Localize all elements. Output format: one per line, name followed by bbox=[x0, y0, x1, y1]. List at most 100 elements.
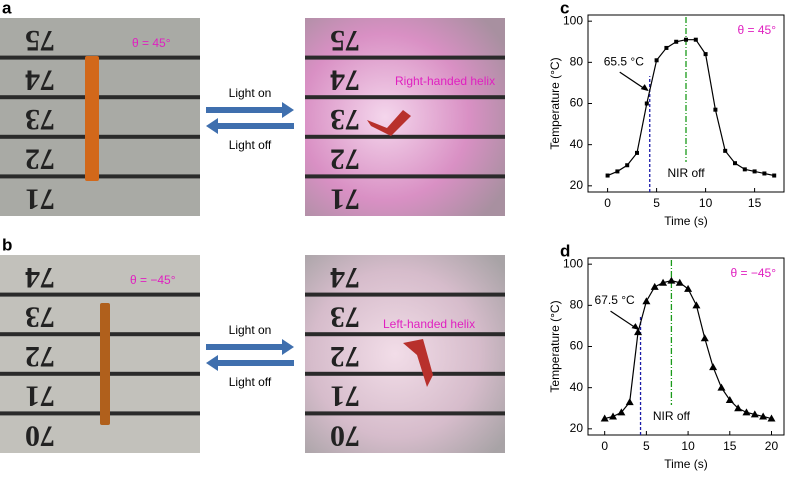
point bbox=[654, 58, 659, 63]
ruler-number: 73 bbox=[25, 301, 55, 334]
y-tick-label: 40 bbox=[570, 137, 584, 151]
point bbox=[734, 404, 743, 412]
photo bbox=[0, 18, 200, 216]
arrow-right bbox=[206, 339, 294, 355]
point bbox=[713, 107, 718, 112]
arrow-right bbox=[206, 102, 294, 118]
point bbox=[605, 173, 610, 178]
point bbox=[675, 278, 684, 286]
point bbox=[600, 414, 609, 422]
point bbox=[650, 282, 659, 290]
film-strip bbox=[100, 303, 110, 425]
ruler-number: 74 bbox=[330, 261, 360, 294]
ruler-line bbox=[0, 292, 200, 297]
condition: θ = −45° bbox=[730, 266, 776, 280]
x-tick-label: 15 bbox=[723, 439, 737, 453]
x-tick-label: 0 bbox=[604, 196, 611, 210]
ruler-line bbox=[305, 332, 505, 337]
y-tick-label: 100 bbox=[563, 13, 583, 27]
panel-label: b bbox=[2, 235, 12, 254]
x-tick-label: 5 bbox=[643, 439, 650, 453]
point bbox=[693, 37, 698, 42]
ruler-line bbox=[305, 134, 505, 139]
point bbox=[742, 167, 747, 172]
ruler-number: 74 bbox=[25, 64, 55, 97]
y-axis-label: Temperature (°C) bbox=[548, 300, 562, 392]
y-tick-label: 80 bbox=[570, 298, 584, 312]
point bbox=[625, 163, 630, 168]
point bbox=[644, 101, 649, 106]
point bbox=[625, 398, 634, 406]
ruler-line bbox=[0, 55, 200, 60]
callout-arrow bbox=[619, 71, 648, 91]
point bbox=[659, 278, 668, 286]
nir-off-label: NIR off bbox=[667, 166, 705, 180]
ruler-line bbox=[305, 95, 505, 100]
point bbox=[703, 52, 708, 57]
x-tick-label: 10 bbox=[699, 196, 713, 210]
theta: θ = −45° bbox=[130, 273, 176, 287]
helix bbox=[403, 339, 433, 387]
point bbox=[615, 169, 620, 174]
arrow-left bbox=[206, 355, 294, 371]
ruler-line bbox=[0, 174, 200, 179]
point bbox=[700, 334, 709, 342]
ruler-number: 74 bbox=[330, 64, 360, 97]
x-tick-label: 10 bbox=[681, 439, 695, 453]
point bbox=[762, 171, 767, 176]
ruler-line bbox=[305, 174, 505, 179]
ruler-number: 70 bbox=[330, 419, 360, 452]
ruler-number: 75 bbox=[330, 24, 360, 57]
point bbox=[723, 148, 728, 153]
ruler-number: 72 bbox=[330, 143, 360, 176]
ruler-line bbox=[0, 134, 200, 139]
ruler-number: 72 bbox=[25, 143, 55, 176]
ruler-number: 73 bbox=[330, 103, 360, 136]
callout-head bbox=[631, 323, 640, 331]
point bbox=[635, 150, 639, 155]
ruler-number: 71 bbox=[25, 182, 55, 215]
point bbox=[759, 412, 768, 420]
point bbox=[609, 412, 618, 420]
y-tick-label: 80 bbox=[570, 55, 584, 69]
point bbox=[674, 39, 679, 44]
ruler-number: 74 bbox=[25, 261, 55, 294]
point bbox=[684, 284, 693, 292]
point bbox=[692, 301, 701, 309]
callout-text: 65.5 °C bbox=[604, 54, 644, 68]
ruler-number: 73 bbox=[25, 103, 55, 136]
point bbox=[667, 276, 676, 284]
panel-label: c bbox=[560, 0, 569, 17]
annotation: Right-handed helix bbox=[395, 74, 495, 88]
point bbox=[750, 410, 759, 418]
point bbox=[752, 169, 757, 174]
ruler-line bbox=[305, 371, 505, 376]
ruler-line bbox=[0, 95, 200, 100]
theta: θ = 45° bbox=[132, 36, 171, 50]
ruler-number: 73 bbox=[330, 301, 360, 334]
y-tick-label: 100 bbox=[563, 256, 583, 270]
point bbox=[733, 161, 737, 166]
nir-off-label: NIR off bbox=[653, 409, 691, 423]
ruler-number: 70 bbox=[25, 419, 55, 452]
y-tick-label: 20 bbox=[570, 421, 584, 435]
panel-label: a bbox=[2, 0, 12, 17]
y-tick-label: 20 bbox=[570, 178, 584, 192]
x-tick-label: 0 bbox=[601, 439, 608, 453]
point bbox=[709, 363, 718, 371]
callout-arrow bbox=[610, 310, 638, 330]
photo bbox=[305, 255, 505, 453]
light-off: Light off bbox=[229, 138, 272, 152]
point bbox=[642, 297, 651, 305]
point bbox=[684, 37, 688, 42]
point bbox=[772, 173, 777, 178]
y-axis-label: Temperature (°C) bbox=[548, 57, 562, 149]
callout-text: 67.5 °C bbox=[595, 293, 635, 307]
ruler-number: 71 bbox=[330, 182, 360, 215]
x-tick-label: 5 bbox=[653, 196, 660, 210]
point bbox=[634, 328, 643, 336]
point bbox=[742, 408, 751, 416]
point bbox=[725, 396, 734, 404]
condition: θ = 45° bbox=[738, 23, 777, 37]
point bbox=[767, 414, 776, 422]
